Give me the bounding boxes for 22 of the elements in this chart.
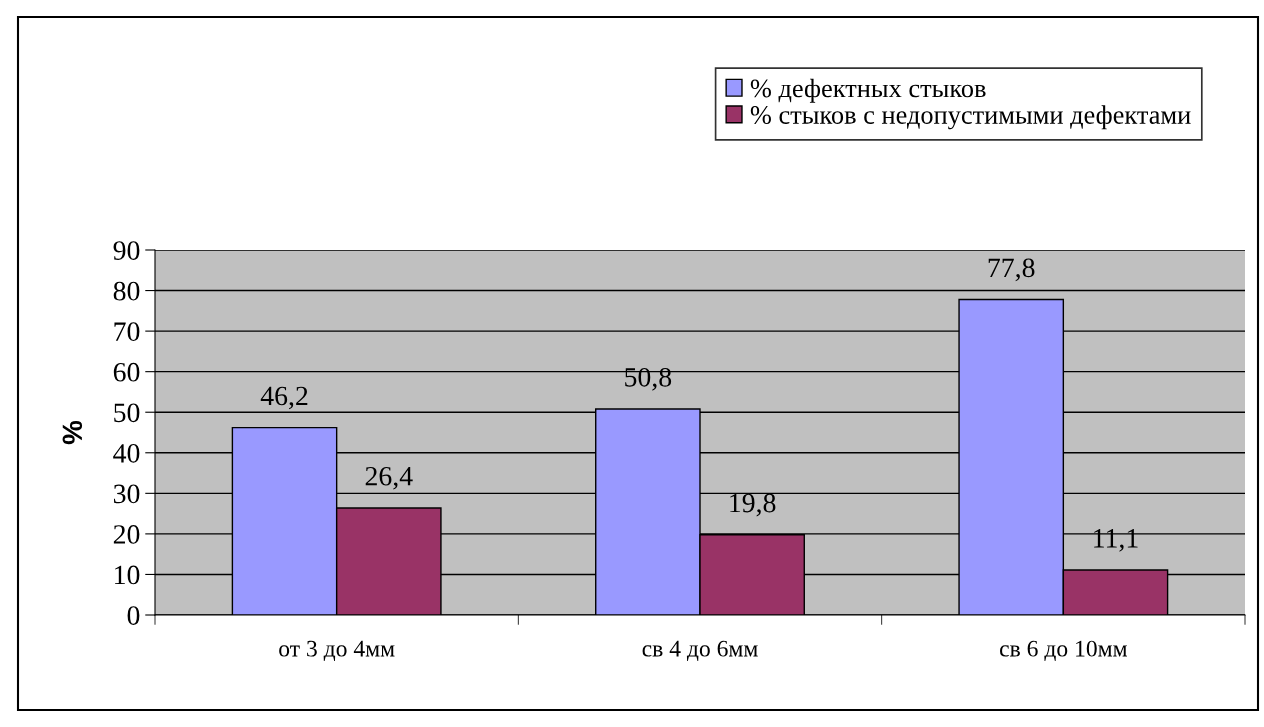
data-label: 19,8 (730, 493, 776, 517)
x-tick-label: от 3 до 4мм (279, 640, 395, 661)
y-tick-label: 90 (113, 241, 140, 260)
y-tick-label: 40 (113, 443, 140, 463)
y-tick-label: 20 (113, 525, 140, 544)
y-tick-label: 0 (127, 606, 140, 625)
y-tick-label: 60 (113, 362, 140, 382)
x-tick-label: св 6 до 10мм (1000, 640, 1128, 661)
data-label: 46,2 (260, 386, 308, 410)
y-axis-title: % (62, 420, 83, 445)
y-tick-label: 80 (113, 281, 140, 301)
y-tick-label: 70 (114, 322, 140, 342)
legend-label: % дефектных стыков (750, 78, 986, 103)
data-label: 11,1 (1094, 529, 1138, 552)
data-label: 77,8 (988, 258, 1035, 282)
data-label: 50,8 (625, 367, 672, 391)
y-tick-label: 50 (114, 403, 140, 423)
y-tick-label: 10 (115, 565, 140, 585)
data-label: 26,4 (365, 466, 413, 490)
x-tick-label: св 4 до 6мм (642, 640, 758, 661)
y-tick-label: 30 (113, 484, 140, 504)
legend-label: % стыков с недопустимыми дефектами (750, 105, 1191, 130)
